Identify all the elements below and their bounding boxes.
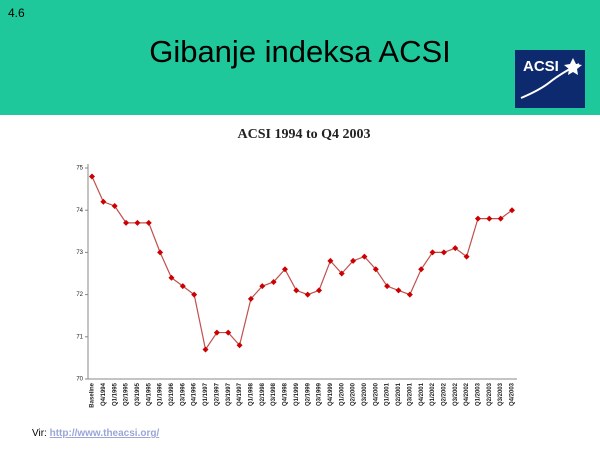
marker: [497, 215, 504, 222]
marker: [236, 342, 243, 349]
x-tick-label: Q4/1997: [237, 382, 243, 406]
marker: [327, 257, 334, 264]
x-tick-label: Q3/1997: [226, 382, 232, 406]
marker: [440, 249, 447, 256]
marker: [293, 287, 300, 294]
x-tick-label: Q1/1995: [112, 382, 118, 406]
x-tick-label: Q3/1999: [317, 382, 323, 406]
x-tick-label: Q4/2003: [510, 382, 516, 406]
marker: [395, 287, 402, 294]
marker: [213, 329, 220, 336]
x-tick-label: Q2/1997: [214, 382, 220, 406]
x-tick-label: Q3/2002: [453, 382, 459, 406]
y-tick-label: 75: [76, 166, 83, 172]
x-tick-label: Q4/2000: [373, 382, 379, 406]
x-tick-label: Q2/2003: [487, 382, 493, 406]
marker: [474, 215, 481, 222]
marker: [259, 283, 266, 290]
marker: [111, 202, 118, 209]
slide-number: 4.6: [8, 6, 25, 20]
chart-title: ACSI 1994 to Q4 2003: [237, 127, 370, 142]
marker: [100, 198, 107, 205]
x-tick-label: Q3/1996: [180, 382, 186, 406]
x-tick-label: Q1/1998: [248, 382, 254, 406]
marker: [168, 274, 175, 281]
header-band: [0, 0, 600, 115]
x-tick-label: Q1/2001: [385, 382, 391, 406]
marker: [418, 266, 425, 273]
x-tick-label: Q4/2001: [419, 382, 425, 406]
x-tick-label: Q2/1995: [124, 382, 130, 406]
x-tick-label: Q3/2000: [362, 382, 368, 406]
marker: [452, 245, 459, 252]
x-tick-label: Q1/2003: [476, 382, 482, 406]
footer-label: Vir:: [32, 428, 47, 439]
footer-link[interactable]: http://www.theacsi.org/: [49, 428, 160, 439]
x-tick-label: Q2/2002: [441, 382, 447, 406]
x-tick-label: Q4/1999: [328, 382, 334, 406]
chart: ACSI 1994 to Q4 2003 70 71 72 73 74 75 Baselin…: [76, 127, 517, 408]
marker: [225, 329, 232, 336]
marker: [247, 295, 254, 302]
x-tick-label: Q2/2001: [396, 382, 402, 406]
x-tick-label: Q2/2000: [351, 382, 357, 406]
marker: [463, 253, 470, 260]
x-tick-label: Q1/1996: [158, 382, 164, 406]
marker: [509, 207, 515, 214]
logo: ACSI: [515, 50, 585, 108]
x-tick-label: Q4/1994: [101, 382, 107, 406]
marker: [134, 219, 141, 226]
logo-swoosh: [520, 58, 582, 99]
y-tick-label: 70: [76, 377, 83, 383]
x-tick-label: Q3/2003: [498, 382, 504, 406]
x-tick-label: Q4/2002: [464, 382, 470, 406]
marker: [145, 219, 152, 226]
x-tick-label: Q1/1997: [203, 382, 209, 406]
x-tick-label: Q3/1995: [135, 382, 141, 406]
x-tick-label: Q4/1995: [146, 382, 152, 406]
marker: [384, 283, 391, 290]
marker: [486, 215, 493, 222]
x-tick-label: Q1/1999: [294, 382, 300, 406]
y-tick-label: 71: [76, 334, 83, 340]
x-tick-label: Q4/1996: [192, 382, 198, 406]
logo-text: ACSI: [523, 58, 559, 75]
footer: Vir: http://www.theacsi.org/: [32, 428, 159, 439]
y-tick-label: 74: [76, 208, 83, 214]
marker: [304, 291, 311, 298]
x-tick-label: Q1/2002: [430, 382, 436, 406]
marker: [316, 287, 323, 294]
marker: [281, 266, 288, 273]
marker: [361, 253, 368, 260]
x-tick-label: Q4/1998: [283, 382, 289, 406]
marker: [372, 266, 379, 273]
marker: [179, 283, 186, 290]
marker: [350, 257, 357, 264]
x-tick-label: Q1/2000: [339, 382, 345, 406]
marker: [191, 291, 198, 298]
x-tick-label: Q3/1998: [271, 382, 277, 406]
x-tick-label: Q2/1996: [169, 382, 175, 406]
x-tick-label: Q2/1999: [305, 382, 311, 406]
marker: [202, 346, 209, 353]
marker: [429, 249, 436, 256]
y-tick-label: 72: [76, 292, 83, 298]
marker: [406, 291, 413, 298]
marker: [338, 270, 345, 277]
x-tick-label: Q2/1998: [260, 382, 266, 406]
line: [91, 176, 513, 351]
x-tick-label: Baseline: [90, 382, 96, 407]
slide-title: Gibanje indeksa ACSI: [149, 34, 451, 69]
marker: [270, 278, 277, 285]
x-tick-label: Q3/2001: [407, 382, 413, 406]
marker: [157, 249, 164, 256]
marker: [89, 173, 95, 180]
marker: [123, 219, 130, 226]
y-tick-label: 73: [76, 250, 83, 256]
